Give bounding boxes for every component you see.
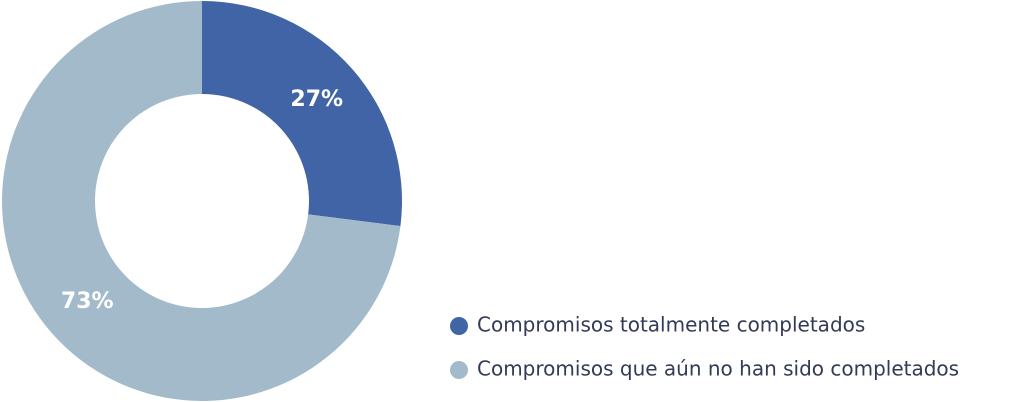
pie-slice xyxy=(202,1,402,227)
legend-label: Compromisos que aún no han sido completa… xyxy=(477,357,959,381)
value-label: 73% xyxy=(61,289,114,314)
pie-slice xyxy=(2,1,401,401)
legend-marker xyxy=(450,317,468,335)
legend-label: Compromisos totalmente completados xyxy=(477,313,865,337)
value-label: 27% xyxy=(290,87,343,112)
legend-marker xyxy=(450,361,468,379)
